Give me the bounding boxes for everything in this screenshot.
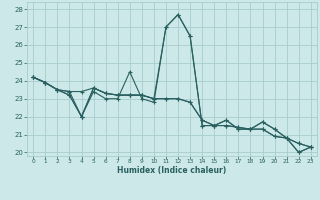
X-axis label: Humidex (Indice chaleur): Humidex (Indice chaleur): [117, 166, 227, 175]
